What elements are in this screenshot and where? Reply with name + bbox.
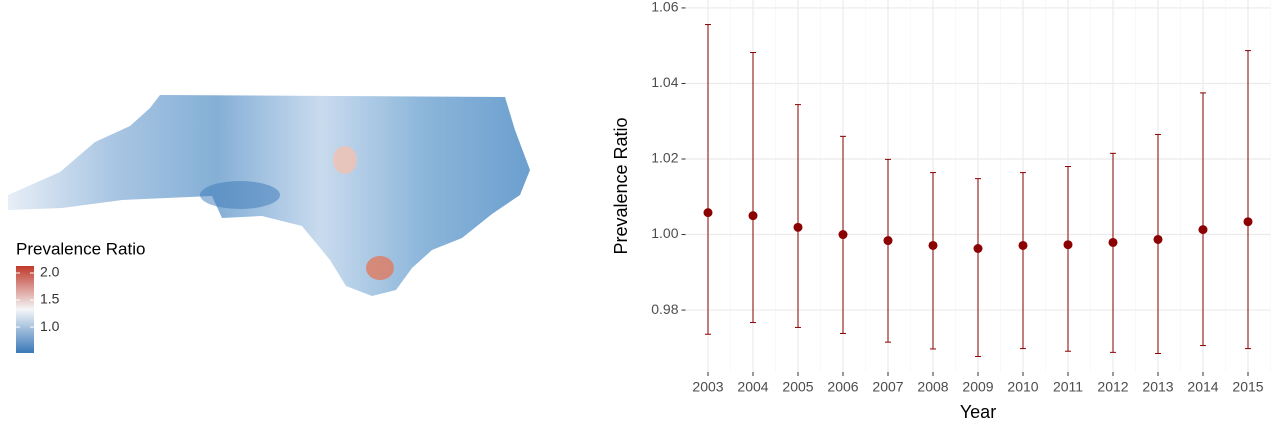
x-tick-label: 2014	[1187, 379, 1218, 395]
point	[793, 222, 803, 232]
x-tick-label: 2004	[737, 379, 768, 395]
map	[8, 95, 530, 296]
colorbar-tick-label: 1.0	[40, 318, 60, 334]
y-tick-label: 1.02	[651, 150, 678, 166]
legend-title: Prevalence Ratio	[16, 239, 145, 258]
point	[838, 230, 848, 240]
point	[748, 211, 758, 221]
x-tick-label: 2011	[1053, 379, 1083, 395]
x-tick-label: 2015	[1232, 379, 1263, 395]
y-tick-label: 1.04	[651, 74, 678, 90]
point	[1063, 240, 1073, 250]
y-tick-label: 1.06	[651, 0, 678, 15]
x-tick-label: 2009	[962, 379, 993, 395]
x-tick-label: 2012	[1097, 379, 1128, 395]
colorbar-tick-label: 1.5	[40, 291, 60, 307]
x-tick-label: 2006	[827, 379, 858, 395]
x-tick-label: 2008	[917, 379, 948, 395]
map-hotspot	[333, 146, 357, 174]
colorbar	[16, 266, 34, 353]
y-axis-label: Prevalence Ratio	[611, 117, 631, 254]
y-tick-label: 0.98	[651, 301, 678, 317]
x-axis-label: Year	[960, 402, 996, 422]
point	[973, 244, 983, 254]
x-tick-label: 2010	[1007, 379, 1038, 395]
point	[703, 208, 713, 218]
x-tick-label: 2013	[1142, 379, 1173, 395]
point	[1153, 234, 1163, 244]
point	[1198, 225, 1208, 235]
y-tick-label: 1.00	[651, 225, 678, 241]
point	[1243, 217, 1253, 227]
point	[883, 236, 893, 246]
point	[1018, 240, 1028, 250]
x-tick-label: 2003	[692, 379, 723, 395]
x-tick-label: 2007	[872, 379, 903, 395]
point	[1108, 237, 1118, 247]
map-hotspot	[366, 256, 394, 280]
colorbar-tick-label: 2.0	[40, 264, 60, 280]
point	[928, 240, 938, 250]
map-coldspot	[200, 181, 280, 209]
x-tick-label: 2005	[782, 379, 813, 395]
